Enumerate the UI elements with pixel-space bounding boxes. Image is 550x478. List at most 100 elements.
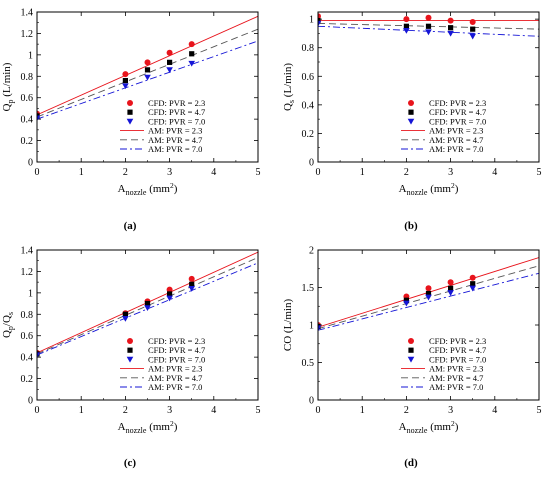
y-tick-label: 0 [28,396,33,407]
data-point [403,297,409,303]
y-tick-label: 0.4 [21,353,34,364]
y-tick-label: 1.4 [21,246,34,257]
x-tick-label: 3 [167,167,172,178]
x-tick-label: 4 [211,405,216,416]
y-tick-label: 1 [28,50,33,61]
data-point [425,29,432,36]
data-point [425,14,432,21]
data-point [122,311,128,317]
data-point [188,285,195,292]
y-tick-label: 0 [28,158,33,169]
panel-label: (a) [124,220,137,232]
y-axis-label-main: Q [282,103,294,111]
data-point [122,315,129,322]
x-axis-label-unit: (mm [427,421,451,433]
x-axis-label-main: A [399,421,407,433]
x-tick-label: 0 [316,167,321,178]
data-point [318,20,322,27]
x-tick-label: 5 [256,405,261,416]
y-tick-label: 0 [309,158,314,169]
x-tick-label: 1 [360,167,365,178]
x-axis-label: Anozzle (mm2) [399,419,459,435]
x-axis-label-close: ) [455,421,459,433]
data-point [403,27,410,34]
legend-label: AM: PVR = 2.3 [148,364,202,374]
x-tick-label: 5 [537,167,542,178]
legend-marker [407,118,415,125]
y-tick-label: 0.6 [302,72,315,83]
x-tick-label: 4 [492,167,497,178]
y-axis-label: Qp/Qs [1,312,15,338]
y-tick-label: 0 [309,396,314,407]
data-point [122,77,128,84]
chart-panel-3: 0 1 2 3 4 5 0 0.2 0.4 0.6 0.8 1 1.2 1.4 CFD: PVR = 2.3… [1,246,261,470]
x-tick-label: 2 [123,167,128,178]
data-point [166,49,173,56]
x-axis-label-main: A [118,183,126,195]
legend-label: CFD: PVR = 4.7 [148,107,205,117]
data-point [166,286,173,293]
x-axis-label: Anozzle (mm2) [399,181,459,197]
series-line [37,262,258,356]
legend-label: AM: PVR = 4.7 [429,373,483,383]
y-axis-label-unit: /Q [1,315,13,326]
y-tick-label: 1 [309,15,314,26]
x-axis-label-sup: 2 [451,419,455,428]
legend-label: AM: PVR = 7.0 [148,382,202,392]
legend-label: CFD: PVR = 4.7 [429,107,486,117]
series-line [37,28,258,118]
y-axis-label-main: Q [1,330,13,338]
plot-series [318,257,539,332]
legend-marker [127,347,133,353]
x-tick-label: 2 [123,405,128,416]
x-tick-label: 2 [404,405,409,416]
legend-label: CFD: PVR = 7.0 [429,116,486,126]
data-point [167,291,173,297]
chart-panel-1: 0 1 2 3 4 5 0 0.2 0.4 0.6 0.8 1 1.2 1.4 CFD: PVR = 2.3… [1,8,261,233]
data-point [37,352,41,359]
legend-marker [126,356,134,363]
legend-marker [408,109,414,115]
data-point [144,59,151,66]
x-axis-label-sub: nozzle [407,426,428,435]
data-point [425,23,432,29]
legend-label: CFD: PVR = 7.0 [429,354,486,364]
legend-label: CFD: PVR = 4.7 [429,345,486,355]
data-point [144,74,151,81]
series-line [318,272,539,331]
plot-frame [317,11,540,163]
x-axis-label-sub: nozzle [407,188,428,197]
data-point [469,285,476,292]
x-tick-label: 3 [448,167,453,178]
y-tick-label: 0.8 [302,43,315,54]
data-point [469,33,476,40]
x-tick-label: 4 [211,167,216,178]
y-tick-label: 0.2 [302,129,315,140]
x-axis-label-sup: 2 [170,419,174,428]
x-tick-label: 1 [360,405,365,416]
y-tick-label: 0.8 [21,72,34,83]
y-tick-label: 0.6 [21,93,34,104]
y-axis-label-unit: (L/min) [282,63,294,100]
x-tick-label: 0 [35,405,40,416]
y-axis-label-sub: p [6,326,15,330]
data-point [470,281,476,287]
data-point [447,30,454,37]
x-tick-label: 5 [537,405,542,416]
plot-frame [36,11,259,163]
data-point [37,115,41,122]
x-axis-label-unit: (mm [146,421,170,433]
data-point [188,60,195,67]
data-point [144,300,151,307]
series-line [37,257,258,355]
data-point [122,83,129,90]
legend-label: AM: PVR = 2.3 [148,126,202,136]
y-tick-label: 0.8 [21,310,34,321]
x-axis-label-unit: (mm [146,183,170,195]
y-tick-label: 2 [309,246,314,257]
